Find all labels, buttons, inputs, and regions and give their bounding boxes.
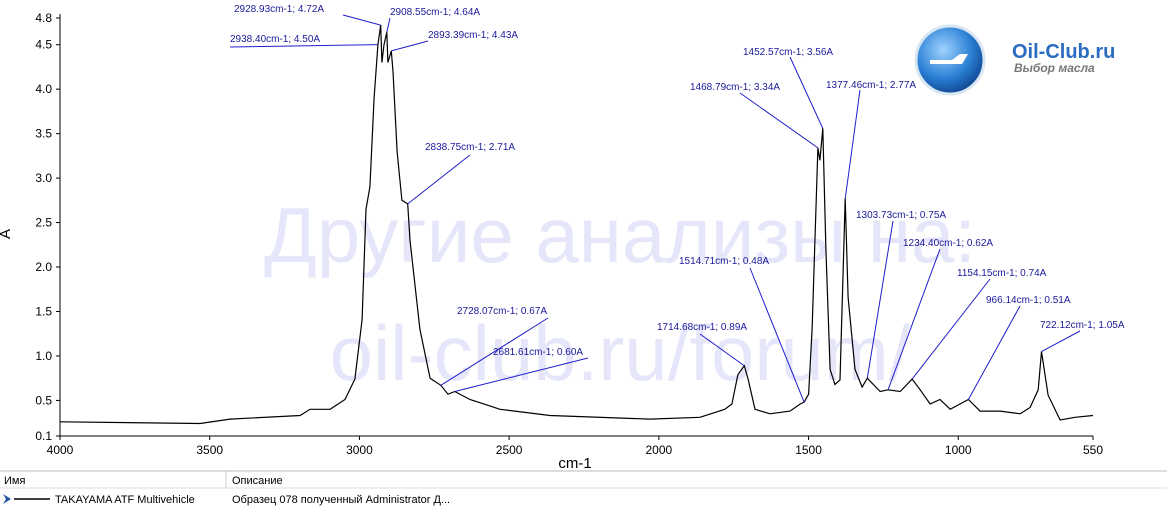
x-tick-label: 550	[1083, 443, 1103, 457]
y-tick-label: 0.5	[35, 393, 52, 407]
annotation-leader	[391, 40, 429, 52]
annotation-label: 2681.61cm-1; 0.60A	[493, 347, 583, 358]
column-header[interactable]: Имя	[4, 475, 25, 487]
x-tick-label: 3500	[196, 443, 223, 457]
annotation-leader	[440, 317, 549, 386]
x-tick-label: 1000	[945, 443, 972, 457]
logo-subtitle: Выбор масла	[1014, 61, 1095, 75]
x-tick-label: 3000	[346, 443, 373, 457]
x-tick-label: 4000	[47, 443, 74, 457]
spectrum-line	[59, 25, 1094, 425]
series-name[interactable]: TAKAYAMA ATF Multivehicle	[55, 494, 195, 506]
annotation-leader	[699, 333, 745, 367]
annotation-leader	[454, 357, 589, 393]
annotation-label: 1154.15cm-1; 0.74A	[957, 268, 1047, 279]
y-tick-label: 3.0	[35, 171, 52, 185]
annotation-label: 2893.39cm-1; 4.43A	[428, 30, 518, 41]
logo-oilcan	[930, 54, 968, 64]
row-indicator	[3, 494, 11, 504]
x-axis-label: cm-1	[558, 455, 591, 472]
annotation-label: 2908.55cm-1; 4.64A	[390, 7, 480, 18]
annotation-leader	[739, 92, 819, 149]
annotation-leader	[789, 56, 824, 129]
annotation-label: 1234.40cm-1; 0.62A	[903, 238, 993, 249]
x-tick-label: 1500	[795, 443, 822, 457]
y-tick-label: 4.8	[35, 11, 52, 25]
annotation-leader	[342, 14, 381, 26]
legend-table	[0, 471, 1167, 507]
annotation-label: 1714.68cm-1; 0.89A	[657, 322, 747, 333]
annotation-label: 1514.71cm-1; 0.48A	[679, 256, 769, 267]
annotation-leader	[386, 17, 391, 33]
y-tick-label: 3.5	[35, 127, 52, 141]
watermark: Другие анализы на:	[264, 191, 976, 279]
annotation-leader	[866, 220, 894, 379]
y-tick-label: 2.0	[35, 260, 52, 274]
annotation-leader	[911, 278, 991, 380]
annotation-label: 2728.07cm-1; 0.67A	[457, 306, 547, 317]
annotation-label: 966.14cm-1; 0.51A	[986, 295, 1071, 306]
y-tick-label: 4.5	[35, 38, 52, 52]
annotation-label: 1303.73cm-1; 0.75A	[856, 210, 946, 221]
y-tick-label: 0.1	[35, 429, 52, 443]
annotation-leader	[229, 44, 378, 48]
annotation-label: 2938.40cm-1; 4.50A	[230, 34, 320, 45]
x-tick-label: 2500	[496, 443, 523, 457]
y-tick-label: 4.0	[35, 82, 52, 96]
annotation-label: 2838.75cm-1; 2.71A	[425, 142, 515, 153]
annotation-leader	[844, 89, 861, 199]
series-description[interactable]: Образец 078 полученный Administrator Д..…	[232, 494, 450, 506]
y-axis-label: A	[0, 229, 14, 239]
y-tick-label: 1.5	[35, 304, 52, 318]
y-tick-label: 1.0	[35, 349, 52, 363]
y-tick-label: 2.5	[35, 216, 52, 230]
annotation-leader	[407, 154, 471, 205]
annotation-label: 1468.79cm-1; 3.34A	[690, 82, 780, 93]
watermark: oil-club.ru/forum/	[330, 309, 911, 397]
annotation-leader	[749, 267, 805, 403]
annotation-label: 1377.46cm-1; 2.77A	[826, 80, 916, 91]
column-header[interactable]: Описание	[232, 475, 283, 487]
x-tick-label: 2000	[645, 443, 672, 457]
annotation-label: 1452.57cm-1; 3.56A	[743, 47, 833, 58]
logo-title: Oil-Club.ru	[1012, 41, 1115, 63]
annotation-label: 2928.93cm-1; 4.72A	[234, 4, 324, 15]
annotation-leader	[1041, 330, 1081, 352]
annotation-leader	[887, 248, 941, 390]
annotation-leader	[967, 305, 1021, 400]
annotation-label: 722.12cm-1; 1.05A	[1040, 320, 1125, 331]
